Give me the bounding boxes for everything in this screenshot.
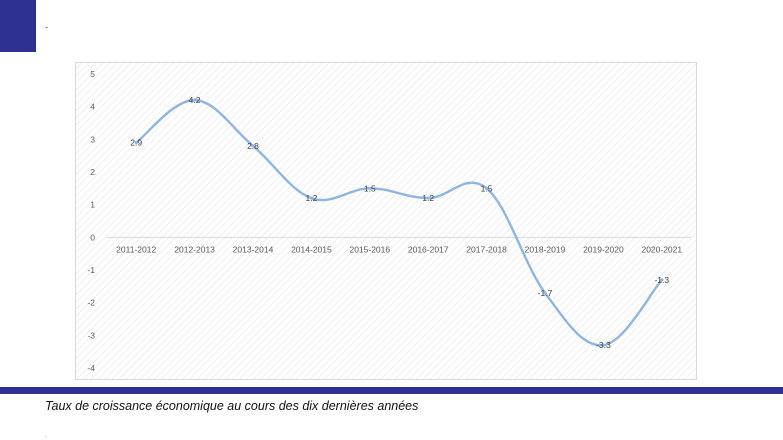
data-labels: 2.9 4.2 2.8 1.2 1.5 1.2 1.5 -1.7 -3.3 -1.3 [130,95,669,350]
x-tick-label: 2014-2015 [291,244,332,254]
data-point [426,196,430,200]
chart-caption: Taux de croissance économique au cours d… [45,399,419,413]
data-label: 1.5 [364,183,376,193]
data-label: 2.9 [130,138,142,148]
y-tick-label: -3 [87,330,95,340]
data-label: -1.3 [654,275,669,285]
data-label: 1.2 [422,193,434,203]
y-tick-label: 0 [90,232,95,242]
y-axis: 5 4 3 2 1 0 -1 -2 -3 -4 [87,69,95,373]
y-tick-label: -4 [87,363,95,373]
x-tick-label: 2020-2021 [641,244,682,254]
bottom-accent-band [0,387,783,394]
bottom-mark: . [45,433,47,439]
x-tick-label: 2016-2017 [408,244,449,254]
y-tick-label: -1 [87,265,95,275]
chart-area: 5 4 3 2 1 0 -1 -2 -3 -4 2011-2012 2012-2013 2013-20… [75,62,697,380]
y-tick-label: 3 [90,134,95,144]
data-point [543,291,547,295]
y-tick-label: 5 [90,69,95,79]
top-mark: - [45,22,48,32]
series-line [134,98,664,347]
line-chart: 5 4 3 2 1 0 -1 -2 -3 -4 2011-2012 2012-2013 2013-20… [75,62,697,380]
y-tick-label: -2 [87,298,95,308]
y-tick-label: 4 [90,102,95,112]
x-axis: 2011-2012 2012-2013 2013-2014 2014-2015 2015… [107,236,691,254]
data-point [660,278,664,282]
y-tick-label: 1 [90,200,95,210]
x-tick-label: 2018-2019 [525,244,566,254]
data-label: -1.7 [538,288,553,298]
data-point [134,141,138,145]
x-tick-label: 2012-2013 [174,244,215,254]
x-tick-label: 2011-2012 [116,244,156,254]
data-label: 4.2 [189,95,201,105]
data-label: -3.3 [596,340,611,350]
data-label: 2.8 [247,141,259,151]
data-point [485,186,489,190]
x-tick-label: 2017-2018 [466,244,507,254]
growth-rate-line [135,98,663,347]
data-label: 1.2 [305,193,317,203]
corner-accent-block [0,0,36,52]
data-point [309,196,313,200]
data-point [368,186,372,190]
data-point [251,144,255,148]
x-tick-label: 2015-2016 [349,244,390,254]
y-tick-label: 2 [90,167,95,177]
plot-background [75,62,697,380]
data-point [193,98,197,102]
data-label: 1.5 [481,183,493,193]
x-tick-label: 2019-2020 [583,244,624,254]
x-tick-label: 2013-2014 [233,244,274,254]
data-point [601,343,606,347]
